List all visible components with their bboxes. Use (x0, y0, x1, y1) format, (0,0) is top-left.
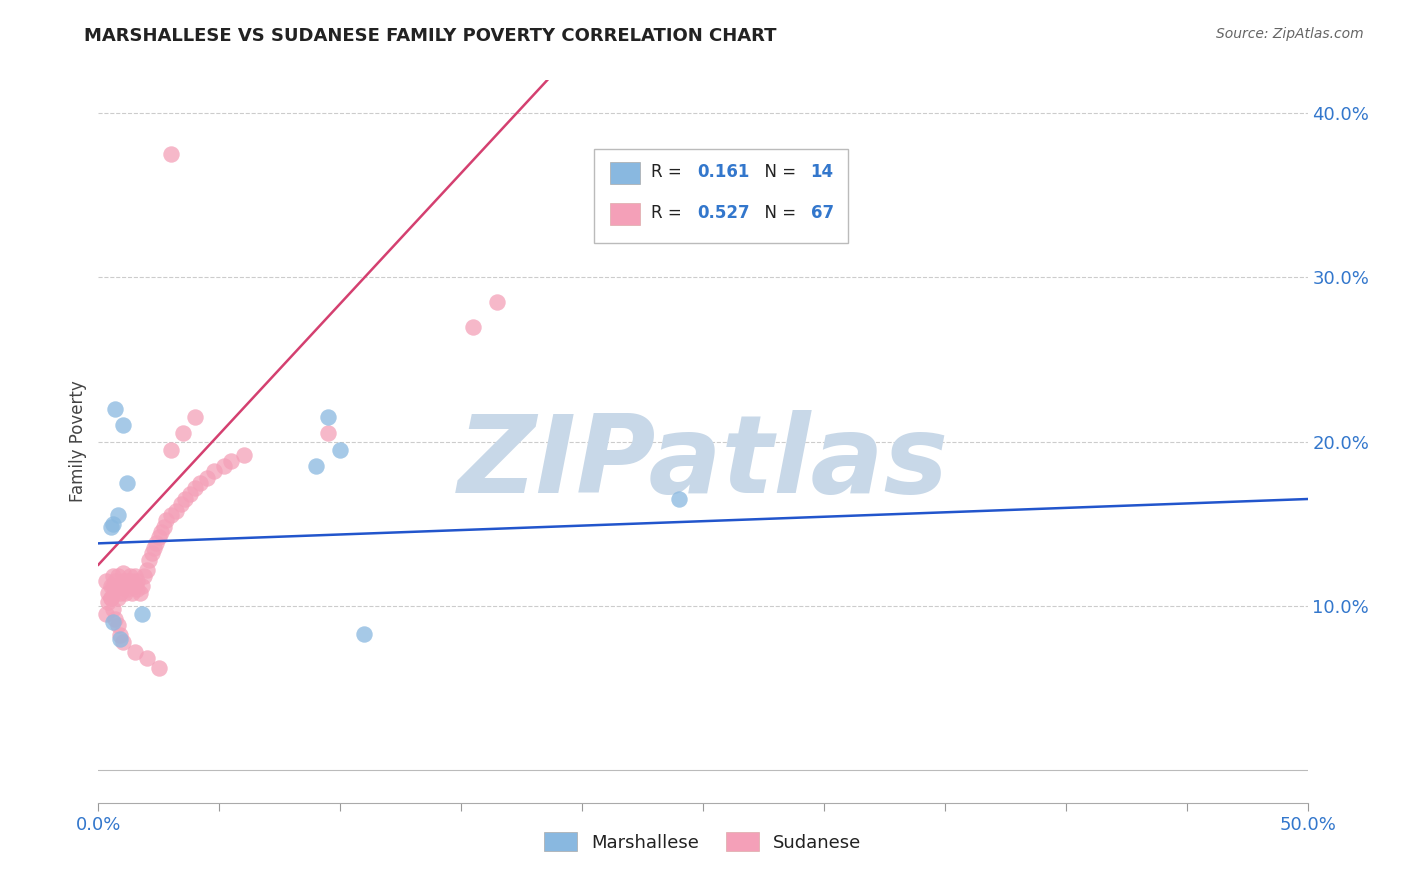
Point (165, 503, 187, 517)
Point (101, 579, 124, 593)
Point (124, 579, 146, 593)
Point (134, 569, 156, 583)
Text: N =: N = (754, 163, 801, 181)
Point (172, 426, 194, 441)
Text: 0.527: 0.527 (697, 203, 749, 221)
Point (184, 481, 207, 495)
Point (94, 607, 117, 621)
Point (124, 569, 146, 583)
Point (108, 628, 131, 642)
Point (145, 536, 167, 550)
Text: 0.161: 0.161 (697, 163, 749, 181)
Text: R =: R = (651, 203, 688, 221)
Point (121, 585, 143, 599)
Point (127, 582, 149, 597)
Text: N =: N = (754, 203, 801, 221)
Point (108, 632, 131, 646)
Point (148, 530, 170, 544)
Point (131, 607, 153, 621)
Point (135, 563, 157, 577)
Point (117, 574, 139, 588)
Point (174, 491, 197, 506)
Point (127, 574, 149, 588)
Point (111, 635, 134, 649)
FancyBboxPatch shape (595, 149, 848, 243)
Point (160, 147, 183, 161)
Point (108, 585, 131, 599)
Point (668, 491, 690, 506)
Point (353, 626, 375, 640)
FancyBboxPatch shape (610, 203, 640, 225)
Point (100, 520, 122, 534)
Point (316, 426, 339, 441)
Point (100, 579, 122, 593)
Point (463, 319, 485, 334)
Point (329, 442, 352, 457)
Point (104, 574, 127, 588)
Point (184, 409, 207, 424)
Point (100, 591, 122, 605)
Point (155, 513, 177, 527)
Point (117, 475, 139, 490)
Point (128, 585, 150, 599)
Legend: Marshallese, Sudanese: Marshallese, Sudanese (537, 825, 869, 859)
Text: 67: 67 (811, 203, 834, 221)
Point (94, 574, 117, 588)
Text: R =: R = (651, 163, 688, 181)
Point (107, 569, 129, 583)
Text: MARSHALLESE VS SUDANESE FAMILY POVERTY CORRELATION CHART: MARSHALLESE VS SUDANESE FAMILY POVERTY C… (84, 27, 778, 45)
Point (104, 582, 127, 597)
Point (141, 546, 163, 560)
Point (111, 418, 134, 433)
FancyBboxPatch shape (610, 162, 640, 184)
Point (107, 508, 129, 523)
Point (221, 454, 243, 468)
Point (114, 579, 136, 593)
Point (100, 591, 122, 605)
Point (101, 602, 124, 616)
Point (204, 464, 226, 478)
Point (486, 295, 509, 310)
Point (135, 651, 157, 665)
Point (212, 459, 235, 474)
Point (160, 508, 183, 523)
Text: 14: 14 (811, 163, 834, 181)
Point (148, 661, 170, 675)
Point (232, 448, 254, 462)
Point (114, 585, 136, 599)
Point (195, 470, 218, 484)
Point (107, 591, 129, 605)
Point (104, 401, 127, 416)
Point (97, 585, 120, 599)
Point (138, 553, 160, 567)
Point (152, 520, 174, 534)
Point (124, 645, 146, 659)
Point (316, 409, 339, 424)
Point (111, 574, 134, 588)
Point (104, 612, 127, 626)
Point (160, 442, 183, 457)
Text: Source: ZipAtlas.com: Source: ZipAtlas.com (1216, 27, 1364, 41)
Point (131, 579, 153, 593)
Point (101, 569, 124, 583)
Point (143, 541, 166, 556)
Point (101, 516, 124, 531)
Point (150, 524, 173, 539)
Point (305, 459, 328, 474)
Y-axis label: Family Poverty: Family Poverty (69, 381, 87, 502)
Text: ZIPatlas: ZIPatlas (457, 410, 949, 516)
Point (118, 569, 141, 583)
Point (179, 487, 201, 501)
Point (111, 566, 134, 580)
Point (97, 595, 120, 609)
Point (169, 497, 191, 511)
Point (108, 579, 131, 593)
Point (117, 582, 139, 597)
Point (121, 574, 143, 588)
Point (188, 475, 211, 490)
Point (107, 618, 129, 632)
Point (101, 615, 124, 630)
